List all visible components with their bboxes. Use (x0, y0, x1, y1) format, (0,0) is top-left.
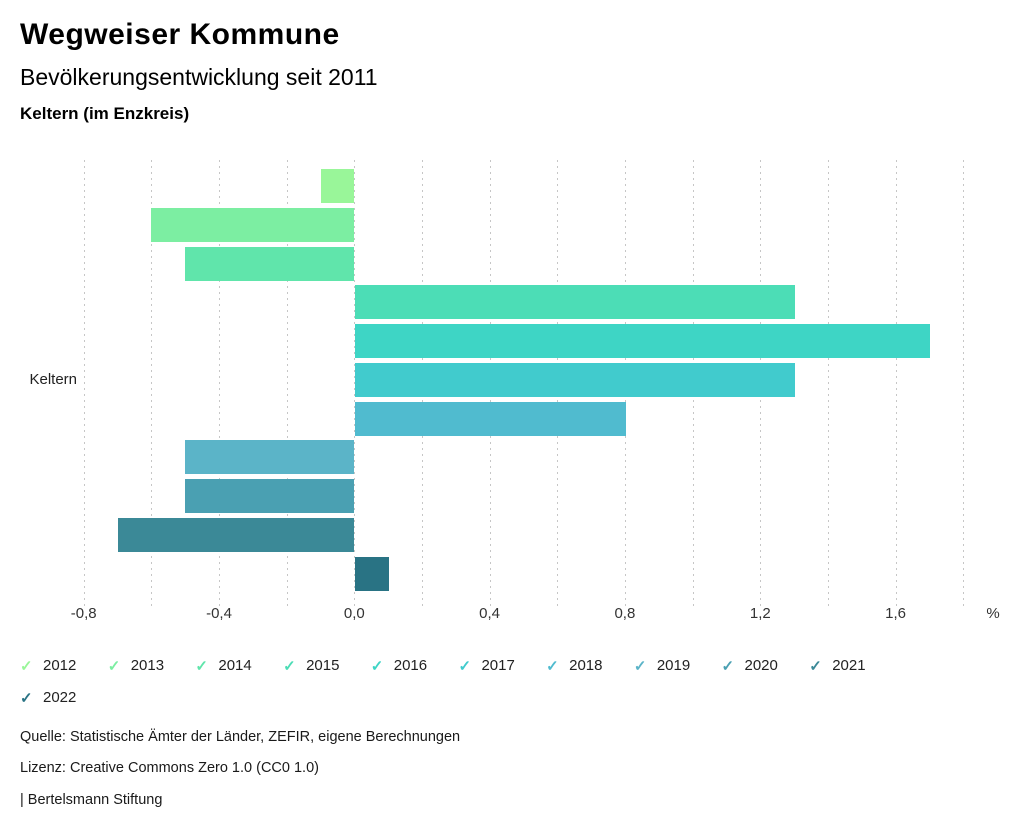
bar-2018[interactable] (355, 401, 626, 436)
license-note: Lizenz: Creative Commons Zero 1.0 (CC0 1… (20, 760, 319, 776)
legend-year-label: 2021 (832, 657, 866, 674)
legend-item-2019[interactable]: ✓ 2019 (634, 656, 722, 675)
x-axis-tick-label: 0,8 (614, 605, 636, 622)
legend-item-2020[interactable]: ✓ 2020 (722, 656, 810, 675)
bar-2019[interactable] (185, 440, 355, 475)
checkmark-icon: ✓ (721, 657, 735, 675)
bar-2017[interactable] (355, 362, 796, 397)
x-axis-tick-label: -0,8 (70, 605, 97, 622)
gridline (83, 160, 85, 608)
region-label: Keltern (im Enzkreis) (20, 104, 190, 123)
gridline (219, 160, 220, 608)
x-axis-tick-label: 0,4 (479, 605, 501, 622)
attribution-note: | Bertelsmann Stiftung (20, 792, 163, 808)
checkmark-icon: ✓ (546, 657, 559, 675)
gridline (827, 160, 829, 608)
bar-2012[interactable] (320, 169, 355, 203)
bar-2015[interactable] (355, 285, 796, 320)
bar-2016[interactable] (355, 324, 931, 358)
x-axis-unit-label: % (986, 605, 1000, 622)
legend-year-label: 2014 (218, 657, 252, 674)
checkmark-icon: ✓ (107, 657, 121, 675)
legend-year-label: 2013 (130, 657, 165, 674)
legend-year-label: 2019 (656, 657, 691, 674)
checkmark-icon: ✓ (20, 657, 33, 675)
legend: ✓ 2012 ✓ 2013 ✓ 2014 ✓ 2015 ✓ 2016 ✓ 2017 ✓ 2018 ✓ 2019… (20, 656, 904, 707)
legend-item-2014[interactable]: ✓ 2014 (195, 656, 283, 675)
page-title: Wegweiser Kommune (20, 18, 340, 51)
legend-item-2013[interactable]: ✓ 2013 (108, 656, 196, 675)
legend-item-2018[interactable]: ✓ 2018 (546, 656, 634, 675)
source-note: Quelle: Statistische Ämter der Länder, Z… (20, 729, 461, 745)
legend-item-2012[interactable]: ✓ 2012 (20, 656, 108, 675)
legend-year-label: 2022 (43, 689, 77, 706)
legend-item-2015[interactable]: ✓ 2015 (283, 656, 371, 675)
chart-title: Bevölkerungsentwicklung seit 2011 (20, 64, 378, 90)
legend-item-2017[interactable]: ✓ 2017 (458, 656, 546, 675)
gridline (895, 160, 897, 608)
legend-item-2022[interactable]: ✓ 2022 (20, 688, 108, 707)
checkmark-icon: ✓ (20, 689, 33, 707)
checkmark-icon: ✓ (195, 657, 208, 675)
x-axis-tick-label: -0,4 (206, 605, 232, 622)
gridline (963, 160, 965, 608)
checkmark-icon: ✓ (809, 657, 822, 675)
bar-2013[interactable] (151, 207, 355, 242)
bar-2014[interactable] (185, 246, 355, 281)
checkmark-icon: ✓ (633, 657, 647, 675)
gridline (354, 160, 356, 608)
x-axis-tick-label: 1,2 (749, 605, 771, 622)
bar-2022[interactable] (355, 556, 390, 591)
checkmark-icon: ✓ (370, 657, 384, 675)
x-axis-tick-label: 0,0 (343, 605, 365, 622)
bar-chart: Keltern -0,8 -0,4 0,0 0,4 0,8 1,2 1,6% (0, 160, 1024, 630)
gridline (151, 160, 153, 608)
legend-year-label: 2015 (306, 657, 340, 674)
bar-2021[interactable] (117, 517, 355, 552)
legend-year-label: 2012 (43, 657, 77, 674)
legend-year-label: 2020 (744, 657, 778, 674)
legend-year-label: 2016 (393, 657, 428, 674)
x-axis-tick-label: 1,6 (885, 605, 907, 622)
checkmark-icon: ✓ (283, 657, 296, 675)
bar-2020[interactable] (185, 479, 355, 513)
legend-item-2021[interactable]: ✓ 2021 (809, 656, 897, 675)
checkmark-icon: ✓ (458, 657, 472, 675)
legend-year-label: 2018 (569, 657, 603, 674)
gridline (286, 160, 288, 608)
legend-item-2016[interactable]: ✓ 2016 (371, 656, 459, 675)
y-axis-category-label: Keltern (29, 371, 77, 388)
legend-year-label: 2017 (481, 657, 515, 674)
